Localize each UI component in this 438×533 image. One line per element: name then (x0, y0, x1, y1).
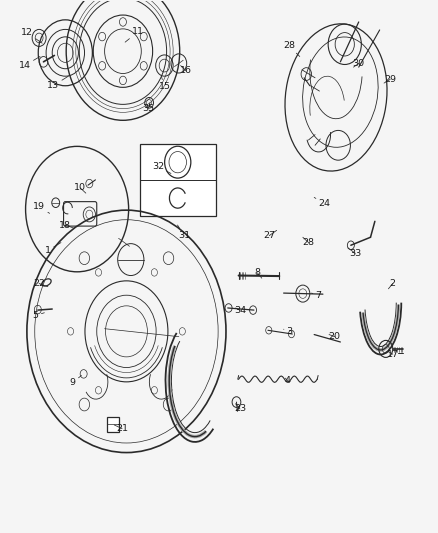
Text: 8: 8 (254, 269, 262, 278)
Text: 7: 7 (311, 291, 321, 300)
Bar (140, 144, 216, 216)
Text: 10: 10 (74, 183, 86, 193)
Text: 27: 27 (263, 230, 277, 240)
Text: 34: 34 (234, 305, 246, 314)
Text: 18: 18 (59, 221, 74, 230)
Text: 19: 19 (33, 203, 49, 213)
Text: 31: 31 (177, 225, 190, 240)
Text: 20: 20 (328, 332, 341, 341)
Text: 16: 16 (180, 66, 192, 75)
Text: 17: 17 (387, 350, 399, 359)
Text: 1: 1 (45, 243, 61, 255)
Text: 21: 21 (114, 424, 128, 433)
Bar (107, 417, 120, 432)
Text: 22: 22 (33, 279, 48, 288)
Text: 24: 24 (314, 197, 331, 208)
Text: 28: 28 (283, 42, 300, 56)
Text: 23: 23 (234, 403, 246, 414)
Text: 3: 3 (284, 327, 293, 336)
Text: 2: 2 (389, 279, 396, 289)
Text: 13: 13 (47, 76, 68, 90)
Text: 28: 28 (303, 237, 314, 247)
Text: 32: 32 (152, 162, 171, 173)
Text: 15: 15 (159, 76, 170, 91)
Text: 33: 33 (348, 248, 361, 258)
Text: 14: 14 (19, 56, 40, 70)
Text: 12: 12 (21, 28, 42, 43)
Text: 30: 30 (353, 59, 365, 68)
Text: 35: 35 (142, 103, 154, 112)
Text: 9: 9 (70, 375, 81, 387)
Text: 5: 5 (32, 311, 44, 320)
Text: 4: 4 (285, 376, 291, 385)
Text: 11: 11 (125, 27, 144, 42)
Text: 29: 29 (384, 75, 396, 84)
